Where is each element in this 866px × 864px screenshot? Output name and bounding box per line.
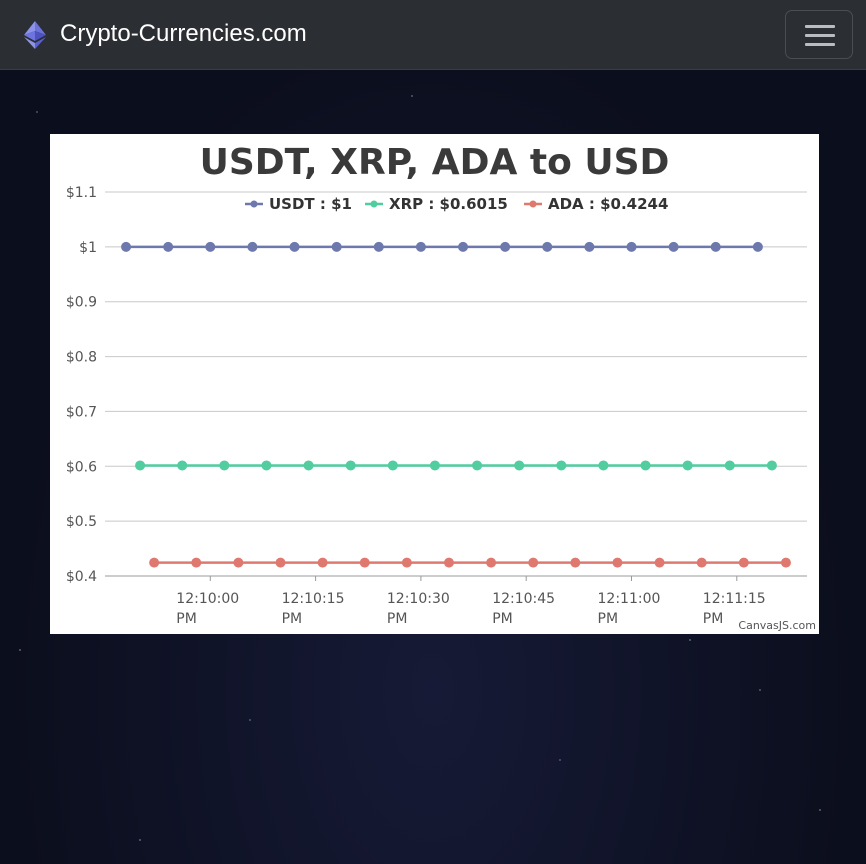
data-point (233, 557, 244, 568)
data-point (387, 460, 398, 471)
y-tick-label: $0.4 (66, 569, 97, 585)
data-point (486, 557, 497, 568)
data-point (472, 460, 483, 471)
x-tick-label-meridiem: PM (387, 611, 408, 627)
x-tick-label-meridiem: PM (492, 611, 513, 627)
data-point (528, 557, 539, 568)
data-point (247, 241, 258, 252)
data-point (696, 557, 707, 568)
legend-swatch-marker (370, 200, 378, 208)
data-point (429, 460, 440, 471)
legend-entry: ADA : $0.4244 (548, 195, 668, 213)
data-point (570, 557, 581, 568)
ethereum-diamond-icon[interactable] (22, 21, 48, 49)
data-point (373, 241, 384, 252)
data-point (163, 241, 174, 252)
data-point (500, 241, 511, 252)
x-tick-label: 12:10:30 (387, 591, 450, 607)
data-point (205, 241, 216, 252)
y-tick-label: $0.8 (66, 350, 97, 366)
data-point (738, 557, 749, 568)
data-point (780, 557, 791, 568)
x-tick-label-meridiem: PM (282, 611, 303, 627)
price-chart: USDT, XRP, ADA to USD $1.1 $1 $0.9 $0.8 $0.7 $… (50, 134, 819, 634)
y-tick-label: $1 (79, 240, 97, 256)
data-point (752, 241, 763, 252)
x-tick-label: 12:11:15 (703, 591, 766, 607)
data-point (458, 241, 469, 252)
chart-canvas: USDT, XRP, ADA to USD $1.1 $1 $0.9 $0.8 $0.7 $… (66, 142, 807, 627)
top-navbar: Crypto-Currencies.com (0, 0, 866, 70)
data-point (668, 241, 679, 252)
data-point (542, 241, 553, 252)
data-point (121, 241, 132, 252)
data-point (626, 241, 637, 252)
data-point (177, 460, 188, 471)
data-point (682, 460, 693, 471)
y-tick-label: $0.7 (66, 404, 97, 420)
data-point (135, 460, 146, 471)
y-tick-label: $1.1 (66, 185, 97, 201)
data-point (654, 557, 665, 568)
data-point (556, 460, 567, 471)
y-tick-label: $0.5 (66, 514, 97, 530)
data-point (415, 241, 426, 252)
data-point (289, 241, 300, 252)
data-point (598, 460, 609, 471)
menu-toggle-button[interactable] (785, 10, 853, 59)
data-point (219, 460, 230, 471)
data-point (710, 241, 721, 252)
data-point (317, 557, 328, 568)
data-point (584, 241, 595, 252)
y-tick-label: $0.6 (66, 459, 97, 475)
legend-swatch-marker (250, 200, 258, 208)
x-tick-label-meridiem: PM (176, 611, 197, 627)
x-tick-label: 12:10:00 (176, 591, 239, 607)
brand-link[interactable]: Crypto-Currencies.com (60, 20, 307, 47)
data-point (303, 460, 314, 471)
data-point (345, 460, 356, 471)
legend-swatch-marker (529, 200, 537, 208)
data-point (514, 460, 525, 471)
data-point (149, 557, 160, 568)
data-point (401, 557, 412, 568)
legend-entry: XRP : $0.6015 (389, 195, 508, 213)
x-tick-label-meridiem: PM (703, 611, 724, 627)
chart-credit-link[interactable]: CanvasJS.com (738, 619, 816, 632)
data-point (359, 557, 370, 568)
chart-title: USDT, XRP, ADA to USD (200, 142, 670, 183)
data-point (724, 460, 735, 471)
x-tick-label-meridiem: PM (598, 611, 619, 627)
data-point (443, 557, 454, 568)
data-point (640, 460, 651, 471)
data-point (766, 460, 777, 471)
legend-entry: USDT : $1 (269, 195, 352, 213)
data-point (612, 557, 623, 568)
x-tick-label: 12:10:15 (282, 591, 345, 607)
data-point (261, 460, 272, 471)
data-point (191, 557, 202, 568)
data-point (331, 241, 342, 252)
data-point (275, 557, 286, 568)
y-tick-label: $0.9 (66, 295, 97, 311)
x-tick-label: 12:10:45 (492, 591, 555, 607)
x-tick-label: 12:11:00 (598, 591, 661, 607)
